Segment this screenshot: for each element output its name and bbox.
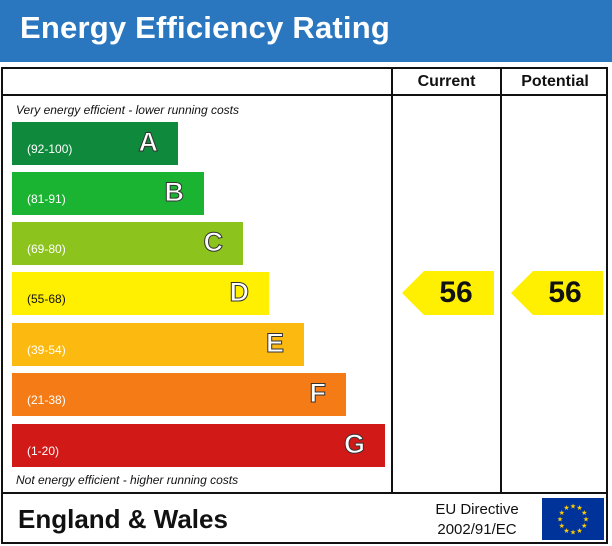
- header-bar: Energy Efficiency Rating: [0, 0, 612, 62]
- flag-star: ★: [583, 516, 589, 524]
- band-range: (1-20): [27, 444, 60, 458]
- directive-line-1: EU Directive: [435, 501, 519, 518]
- band-letter: G: [343, 429, 365, 460]
- band-range: (92-100): [27, 142, 73, 156]
- flag-star: ★: [581, 509, 587, 517]
- flag-star: ★: [559, 509, 565, 517]
- flag-star: ★: [581, 522, 587, 530]
- footer-divider: [1, 492, 608, 494]
- current-column-header: Current: [417, 73, 476, 90]
- flag-star: ★: [570, 503, 576, 511]
- efficient-note: Very energy efficient - lower running co…: [16, 103, 239, 117]
- potential-column-divider: [500, 67, 502, 494]
- directive-line-2: 2002/91/EC: [437, 521, 517, 538]
- current-rating-value: 56: [439, 276, 473, 309]
- potential-rating-value: 56: [548, 276, 582, 309]
- flag-star: ★: [557, 516, 563, 524]
- current-rating-arrow: 56: [402, 271, 494, 315]
- band-c: (69-80) C: [12, 222, 243, 265]
- header-divider: [1, 94, 608, 96]
- flag-star: ★: [576, 527, 582, 535]
- inefficient-note: Not energy efficient - higher running co…: [16, 473, 239, 487]
- band-b: (81-91) B: [12, 172, 204, 215]
- flag-star: ★: [563, 527, 569, 535]
- band-letter: B: [164, 177, 184, 208]
- flag-star: ★: [559, 522, 565, 530]
- band-letter: C: [203, 227, 223, 258]
- region-label: England & Wales: [18, 504, 228, 534]
- flag-star: ★: [576, 504, 582, 512]
- eu-directive-label: EU Directive 2002/91/EC: [418, 500, 536, 540]
- band-letter: E: [265, 328, 284, 359]
- band-range: (21-38): [27, 393, 66, 407]
- band-g: (1-20) G: [12, 424, 385, 467]
- band-range: (81-91): [27, 192, 66, 206]
- flag-star: ★: [563, 504, 569, 512]
- band-range: (39-54): [27, 343, 66, 357]
- band-letter: D: [229, 277, 249, 308]
- band-letter: A: [138, 127, 158, 158]
- band-range: (55-68): [27, 292, 66, 306]
- eu-flag-icon: ★ ★ ★ ★ ★ ★ ★ ★ ★ ★ ★ ★: [542, 498, 604, 540]
- band-a: (92-100) A: [12, 122, 178, 165]
- band-d: (55-68) D: [12, 272, 269, 315]
- potential-column-header: Potential: [521, 73, 589, 90]
- band-f: (21-38) F: [12, 373, 346, 416]
- band-range: (69-80): [27, 242, 66, 256]
- potential-rating-arrow: 56: [511, 271, 603, 315]
- rating-table: [1, 67, 608, 544]
- flag-star: ★: [570, 529, 576, 537]
- band-letter: F: [309, 378, 326, 409]
- page-title: Energy Efficiency Rating: [20, 10, 391, 45]
- band-e: (39-54) E: [12, 323, 304, 366]
- current-column-divider: [391, 67, 393, 494]
